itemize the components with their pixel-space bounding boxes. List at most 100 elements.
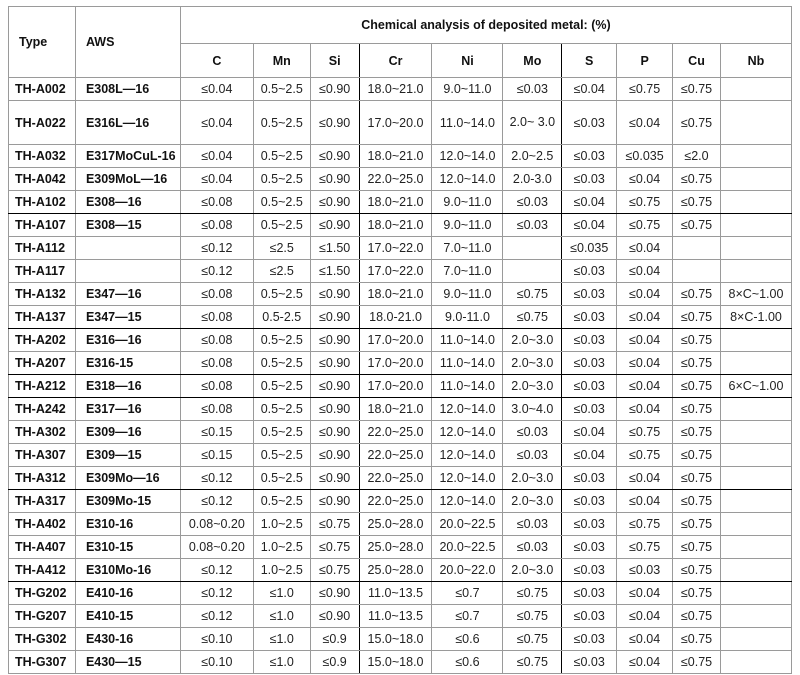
- cell-p: ≤0.04: [616, 328, 674, 352]
- header-element-s: S: [561, 43, 618, 78]
- cell-s: ≤0.03: [561, 305, 618, 329]
- cell-si: ≤0.90: [309, 328, 360, 352]
- cell-ni: 9.0~11.0: [431, 77, 504, 101]
- cell-cu: ≤0.75: [672, 535, 721, 559]
- cell-s: ≤0.03: [561, 604, 618, 628]
- cell-nb: 8×C~1.00: [719, 282, 793, 306]
- cell-si: ≤0.90: [309, 213, 360, 237]
- cell-cr: 18.0~21.0: [358, 144, 433, 168]
- table-row: TH-A102 E308—16 ≤0.08 0.5~2.5 ≤0.90 18.0~21.0…: [8, 190, 793, 214]
- cell-p: ≤0.04: [616, 374, 674, 398]
- cell-type: TH-A002: [8, 77, 76, 101]
- cell-si: ≤0.90: [309, 100, 360, 145]
- cell-mo: ≤0.75: [502, 604, 563, 628]
- cell-mo: 2.0~3.0: [502, 466, 563, 490]
- cell-s: ≤0.03: [561, 167, 618, 191]
- table-row: TH-A302 E309—16 ≤0.15 0.5~2.5 ≤0.90 22.0~25.0…: [8, 420, 793, 444]
- cell-si: ≤0.90: [309, 77, 360, 101]
- cell-s: ≤0.03: [561, 627, 618, 651]
- cell-nb: [719, 190, 793, 214]
- cell-p: ≤0.04: [616, 466, 674, 490]
- cell-cu: ≤0.75: [672, 650, 721, 674]
- cell-ni: 11.0~14.0: [431, 351, 504, 375]
- cell-p: ≤0.04: [616, 604, 674, 628]
- cell-nb: 6×C~1.00: [719, 374, 793, 398]
- cell-mn: 0.5~2.5: [252, 443, 311, 467]
- cell-c: ≤0.08: [179, 374, 254, 398]
- cell-mo: 3.0~4.0: [502, 397, 563, 421]
- cell-s: ≤0.03: [561, 144, 618, 168]
- cell-type: TH-A102: [8, 190, 76, 214]
- cell-mn: 0.5~2.5: [252, 190, 311, 214]
- cell-aws: E430—15: [74, 650, 181, 674]
- table-row: TH-A002 E308L—16 ≤0.04 0.5~2.5 ≤0.90 18.0~21.…: [8, 77, 793, 101]
- cell-si: ≤0.90: [309, 604, 360, 628]
- cell-nb: [719, 351, 793, 375]
- cell-cu: [672, 259, 721, 283]
- table-row: TH-G202 E410-16 ≤0.12 ≤1.0 ≤0.90 11.0~13.5 ≤0.…: [8, 581, 793, 605]
- cell-type: TH-A407: [8, 535, 76, 559]
- cell-type: TH-A107: [8, 213, 76, 237]
- cell-type: TH-A022: [8, 100, 76, 145]
- table-row: TH-G302 E430-16 ≤0.10 ≤1.0 ≤0.9 15.0~18.0 ≤0.6…: [8, 627, 793, 651]
- cell-mn: 0.5~2.5: [252, 328, 311, 352]
- cell-s: ≤0.04: [561, 77, 618, 101]
- cell-mn: 0.5~2.5: [252, 282, 311, 306]
- cell-aws: E316—16: [74, 328, 181, 352]
- cell-type: TH-G302: [8, 627, 76, 651]
- cell-c: ≤0.08: [179, 305, 254, 329]
- cell-aws: E309Mo—16: [74, 466, 181, 490]
- cell-mn: ≤1.0: [252, 650, 311, 674]
- cell-cu: ≤0.75: [672, 190, 721, 214]
- cell-aws: E430-16: [74, 627, 181, 651]
- table-row: TH-A407 E310-15 0.08~0.20 1.0~2.5 ≤0.75 25.0~…: [8, 535, 793, 559]
- cell-s: ≤0.04: [561, 420, 618, 444]
- cell-si: ≤0.90: [309, 282, 360, 306]
- cell-cr: 22.0~25.0: [358, 420, 433, 444]
- cell-si: ≤1.50: [309, 259, 360, 283]
- cell-mo: 2.0~3.0: [502, 374, 563, 398]
- cell-nb: [719, 213, 793, 237]
- cell-s: ≤0.03: [561, 328, 618, 352]
- table-row: TH-A242 E317—16 ≤0.08 0.5~2.5 ≤0.90 18.0~21.0…: [8, 397, 793, 421]
- cell-mo: [502, 236, 563, 260]
- cell-p: ≤0.75: [616, 443, 674, 467]
- cell-cu: ≤0.75: [672, 489, 721, 513]
- cell-ni: 12.0~14.0: [431, 466, 504, 490]
- cell-type: TH-A302: [8, 420, 76, 444]
- cell-type: TH-G202: [8, 581, 76, 605]
- cell-s: ≤0.03: [561, 535, 618, 559]
- cell-p: ≤0.75: [616, 512, 674, 536]
- cell-mn: 0.5~2.5: [252, 489, 311, 513]
- cell-c: ≤0.12: [179, 581, 254, 605]
- cell-p: ≤0.04: [616, 100, 674, 145]
- header-element-mo: Mo: [502, 43, 563, 78]
- table-row: TH-A107 E308—15 ≤0.08 0.5~2.5 ≤0.90 18.0~21.0…: [8, 213, 793, 237]
- cell-mn: 0.5~2.5: [252, 420, 311, 444]
- cell-si: ≤0.75: [309, 558, 360, 582]
- cell-nb: [719, 100, 793, 145]
- table-row: TH-G307 E430—15 ≤0.10 ≤1.0 ≤0.9 15.0~18.0 ≤0.6…: [8, 650, 793, 674]
- cell-c: ≤0.12: [179, 466, 254, 490]
- cell-mo: ≤0.03: [502, 535, 563, 559]
- cell-cu: ≤0.75: [672, 100, 721, 145]
- cell-si: ≤0.90: [309, 167, 360, 191]
- cell-p: ≤0.035: [616, 144, 674, 168]
- cell-mo: ≤0.03: [502, 420, 563, 444]
- cell-p: ≤0.04: [616, 581, 674, 605]
- cell-type: TH-A212: [8, 374, 76, 398]
- cell-p: ≤0.04: [616, 167, 674, 191]
- cell-c: ≤0.04: [179, 100, 254, 145]
- cell-aws: E310-15: [74, 535, 181, 559]
- cell-ni: 12.0~14.0: [431, 443, 504, 467]
- cell-aws: E310Mo-16: [74, 558, 181, 582]
- cell-type: TH-G207: [8, 604, 76, 628]
- table-row: TH-A212 E318—16 ≤0.08 0.5~2.5 ≤0.90 17.0~20.0…: [8, 374, 793, 398]
- cell-type: TH-A032: [8, 144, 76, 168]
- cell-ni: 11.0~14.0: [431, 100, 504, 145]
- cell-ni: 7.0~11.0: [431, 236, 504, 260]
- cell-type: TH-A402: [8, 512, 76, 536]
- cell-cu: ≤0.75: [672, 443, 721, 467]
- cell-mn: 0.5~2.5: [252, 167, 311, 191]
- cell-cu: ≤0.75: [672, 397, 721, 421]
